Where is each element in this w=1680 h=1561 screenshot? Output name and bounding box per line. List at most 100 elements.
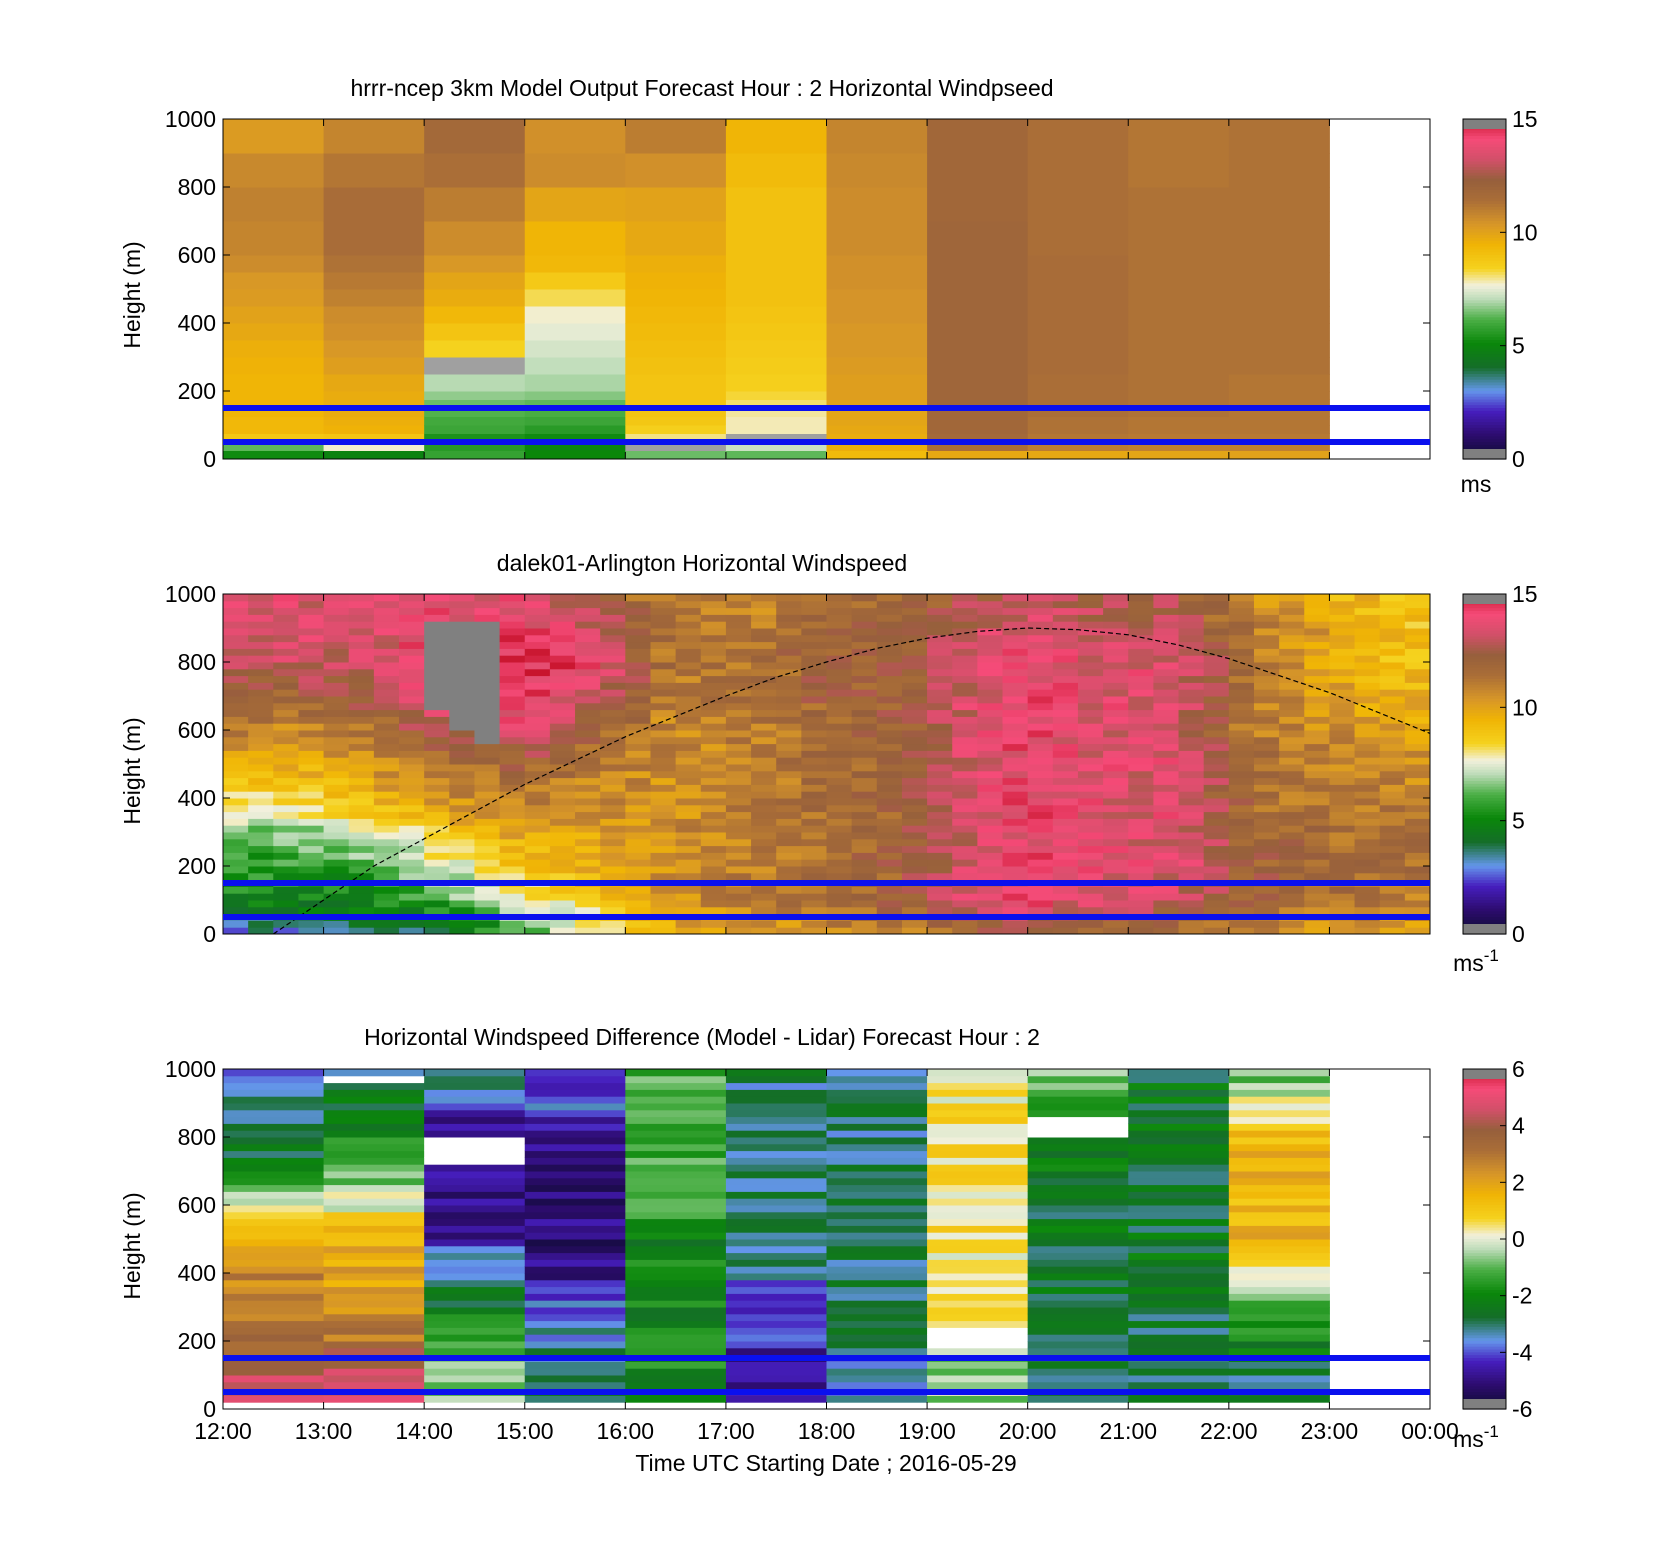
heatmap-cell (927, 845, 953, 853)
heatmap-cell (223, 709, 249, 717)
colorbar-swatch (1463, 1199, 1506, 1203)
heatmap-cell (373, 811, 400, 819)
colorbar-swatch (1463, 1086, 1506, 1090)
heatmap-cell (826, 1232, 928, 1240)
y-tick-label: 800 (178, 1124, 216, 1150)
heatmap-cell (1153, 723, 1180, 731)
heatmap-cell (549, 811, 576, 819)
heatmap-cell (650, 920, 677, 928)
heatmap-cell (424, 1184, 526, 1192)
heatmap-cell (323, 1320, 425, 1328)
heatmap-cell (1279, 920, 1305, 928)
heatmap-cell (273, 893, 299, 901)
heatmap-cell (399, 777, 425, 785)
heatmap-cell (826, 1347, 928, 1356)
colorbar-swatch (1463, 399, 1506, 403)
heatmap-cell (474, 764, 501, 772)
heatmap-cell (1379, 716, 1406, 724)
heatmap-cell (650, 838, 677, 847)
heatmap-cell (323, 1184, 425, 1192)
heatmap-cell (1027, 1375, 1129, 1383)
heatmap-cell (424, 730, 450, 738)
heatmap-cell (223, 153, 325, 188)
heatmap-cell (927, 920, 953, 928)
heatmap-cell (725, 306, 827, 324)
colorbar-swatch (1463, 291, 1506, 296)
heatmap-cell (499, 920, 526, 928)
colorbar-swatch (1463, 1264, 1506, 1268)
colorbar-swatch (1463, 1392, 1506, 1396)
heatmap-cell (323, 323, 425, 341)
heatmap-cell (1354, 757, 1381, 765)
heatmap-cell (1228, 927, 1255, 935)
colorbar-swatch (1463, 430, 1506, 435)
heatmap-cell (424, 1327, 526, 1335)
heatmap-cell (1228, 621, 1255, 629)
heatmap-cell (323, 764, 350, 772)
heatmap-cell (424, 323, 526, 341)
heatmap-cell (323, 662, 350, 670)
heatmap-cell (1354, 900, 1381, 908)
colorbar-swatch (1463, 283, 1506, 287)
heatmap-cell (1404, 886, 1431, 894)
heatmap-cell (1128, 770, 1154, 779)
heatmap-cell (449, 770, 475, 779)
heatmap-cell (499, 682, 526, 690)
heatmap-cell (348, 662, 375, 670)
heatmap-cell (1128, 1368, 1230, 1376)
heatmap-cell (323, 600, 350, 609)
x-axis-label: Time UTC Starting Date ; 2016-05-29 (635, 1450, 1016, 1476)
colorbar-swatch (1463, 269, 1506, 273)
heatmap-cell (1253, 730, 1280, 738)
heatmap-cell (1304, 764, 1330, 772)
colorbar-swatch (1463, 1111, 1506, 1115)
heatmap-cell (650, 723, 677, 731)
heatmap-cell (1228, 1082, 1330, 1090)
heatmap-cell (600, 696, 626, 704)
heatmap-cell (1103, 872, 1129, 881)
heatmap-cell (549, 906, 576, 915)
heatmap-cell (323, 425, 425, 434)
heatmap-cell (952, 689, 978, 697)
heatmap-cell (1228, 709, 1255, 717)
heatmap-cell (675, 594, 702, 602)
heatmap-cell (273, 886, 299, 894)
heatmap-cell (1404, 600, 1431, 609)
heatmap-cell (373, 682, 400, 690)
heatmap-cell (449, 866, 475, 874)
heatmap-cell (1128, 1096, 1230, 1104)
heatmap-cell (751, 906, 777, 915)
heatmap-cell (474, 723, 501, 731)
heatmap-cell (600, 668, 626, 677)
heatmap-cell (1404, 614, 1431, 622)
heatmap-cell (801, 859, 827, 867)
heatmap-cell (876, 634, 903, 643)
heatmap-cell (952, 702, 978, 711)
heatmap-cell (348, 798, 375, 806)
heatmap-cell (1027, 668, 1054, 677)
heatmap-cell (952, 784, 978, 792)
heatmap-cell (298, 675, 325, 683)
heatmap-cell (1052, 723, 1079, 731)
heatmap-cell (952, 696, 978, 704)
heatmap-cell (424, 1252, 526, 1260)
heatmap-cell (1404, 723, 1431, 731)
heatmap-cell (273, 607, 299, 615)
heatmap-cell (725, 893, 752, 901)
heatmap-cell (1228, 804, 1255, 813)
heatmap-cell (1052, 927, 1079, 935)
heatmap-cell (1279, 736, 1305, 745)
heatmap-cell (524, 1259, 626, 1267)
heatmap-cell (927, 1164, 1029, 1172)
heatmap-cell (298, 770, 325, 779)
heatmap-cell (1178, 804, 1205, 813)
heatmap-cell (399, 784, 425, 792)
colorbar-swatch (1463, 442, 1506, 446)
heatmap-cell (323, 1143, 425, 1152)
heatmap-cell (1103, 859, 1129, 867)
heatmap-cell (751, 832, 777, 840)
heatmap-cell (1178, 696, 1205, 704)
heatmap-cell (1228, 1143, 1330, 1152)
x-tick-label: 12:00 (194, 1418, 252, 1444)
heatmap-cell (575, 927, 601, 935)
